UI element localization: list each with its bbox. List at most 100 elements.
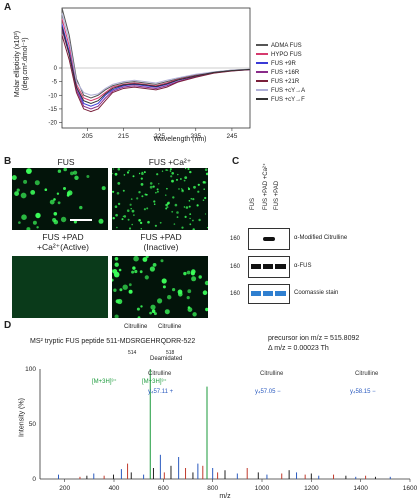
- cd-series-0: [61, 7, 251, 99]
- droplet: [149, 185, 153, 189]
- droplet: [86, 175, 90, 178]
- microscopy-label-fus: FUS: [57, 157, 75, 167]
- droplet: [79, 205, 83, 210]
- droplet: [73, 220, 77, 224]
- droplet: [20, 192, 27, 199]
- blot-label-fus: α-FUS: [294, 263, 312, 269]
- droplet: [205, 307, 208, 312]
- ms-annotation: y₄57.05 −: [255, 389, 281, 395]
- droplet: [180, 178, 182, 180]
- cd-y-tick-label: -20: [48, 121, 57, 127]
- microscopy-label-fus-ca: FUS +Ca²⁺: [148, 157, 192, 167]
- lane-label-fus: FUS: [250, 198, 256, 210]
- droplet: [118, 268, 122, 272]
- cd-spectrum-chart: 205 215 225 235 245 0 -5 -10 -15 -20: [48, 7, 251, 140]
- droplet: [202, 181, 206, 184]
- droplet: [158, 183, 160, 185]
- droplet: [161, 170, 164, 172]
- droplet: [192, 198, 195, 201]
- droplet: [122, 284, 128, 290]
- droplet: [137, 316, 141, 318]
- droplet: [147, 220, 150, 224]
- droplet: [114, 205, 118, 208]
- droplet: [117, 202, 121, 206]
- blot-label-citrulline: α-Modified Citrulline: [294, 235, 348, 241]
- cd-series-3: [61, 29, 251, 110]
- droplet: [63, 187, 66, 190]
- droplet: [16, 188, 20, 192]
- delta-text: Δ m/z = 0.00023 Th: [268, 345, 329, 352]
- cd-legend-item: FUS +9R: [256, 60, 296, 69]
- droplet: [184, 215, 187, 218]
- microscopy-image-pad-active: [12, 256, 108, 318]
- droplet: [74, 175, 79, 180]
- droplet: [202, 290, 208, 295]
- cd-series-5: [61, 13, 251, 96]
- droplet: [34, 180, 40, 186]
- droplet: [174, 203, 178, 207]
- cd-legend-label: FUS +cY→F: [271, 97, 305, 103]
- droplet: [112, 190, 115, 193]
- droplet: [152, 263, 157, 267]
- cd-legend-label: HYPO FUS: [271, 52, 302, 58]
- droplet: [165, 194, 167, 196]
- cd-legend-swatch: [256, 98, 268, 101]
- marker-160-row2: 160: [230, 264, 241, 270]
- droplet: [153, 203, 156, 205]
- droplet: [134, 269, 138, 274]
- droplet: [181, 188, 183, 190]
- droplet: [189, 213, 192, 215]
- droplet: [112, 217, 115, 220]
- droplet: [161, 278, 167, 284]
- droplet: [202, 199, 205, 201]
- coomassie-band-2: [263, 291, 273, 296]
- droplet: [190, 198, 193, 200]
- citrulline-label-1: Citrulline: [124, 324, 148, 330]
- droplet: [162, 285, 166, 289]
- ms-xlabel: m/z: [219, 493, 231, 500]
- droplet: [167, 295, 172, 300]
- ms-annotation: [M+3H]³⁺: [142, 378, 167, 385]
- droplet: [141, 172, 144, 175]
- cd-legend-item: FUS +21R: [256, 78, 299, 87]
- droplet: [136, 307, 140, 311]
- droplet: [36, 226, 39, 229]
- droplet: [66, 193, 70, 197]
- cit-pos-1: 514: [128, 350, 137, 356]
- ms-annotation: [M+3H]³⁺: [92, 378, 117, 385]
- ms-x-tick-label: 1000: [255, 485, 270, 492]
- droplet: [196, 204, 199, 207]
- droplet: [188, 200, 191, 202]
- blot-coomassie: [248, 284, 290, 304]
- panel-a-letter: A: [4, 2, 12, 13]
- droplet: [181, 226, 184, 229]
- droplet: [159, 221, 162, 224]
- droplet: [139, 221, 143, 225]
- cd-legend-swatch: [256, 53, 268, 56]
- droplet: [204, 168, 208, 171]
- droplet: [143, 208, 146, 211]
- droplet: [165, 169, 167, 171]
- cd-legend-swatch: [256, 71, 268, 74]
- droplet: [150, 304, 156, 310]
- droplet: [56, 192, 60, 195]
- droplet: [187, 187, 190, 189]
- droplet: [130, 208, 132, 210]
- peptide-sequence: 511-MDSRGEHRQDRR-522: [106, 338, 196, 345]
- droplet: [44, 188, 48, 191]
- droplet: [122, 189, 125, 192]
- cd-legend-label: ADMA FUS: [271, 43, 302, 49]
- droplet: [53, 212, 58, 216]
- droplet: [114, 314, 119, 318]
- droplet: [140, 228, 142, 230]
- droplet: [192, 219, 194, 222]
- droplet: [173, 223, 176, 225]
- droplet: [114, 257, 119, 261]
- blot-fus: [248, 256, 290, 278]
- droplet: [113, 288, 117, 292]
- lane-label-fus-pad: FUS +PAD: [274, 180, 280, 210]
- droplet: [156, 188, 159, 191]
- cd-y-tick-label: 0: [54, 66, 58, 72]
- droplet: [187, 306, 191, 309]
- cd-legend-item: HYPO FUS: [256, 51, 302, 60]
